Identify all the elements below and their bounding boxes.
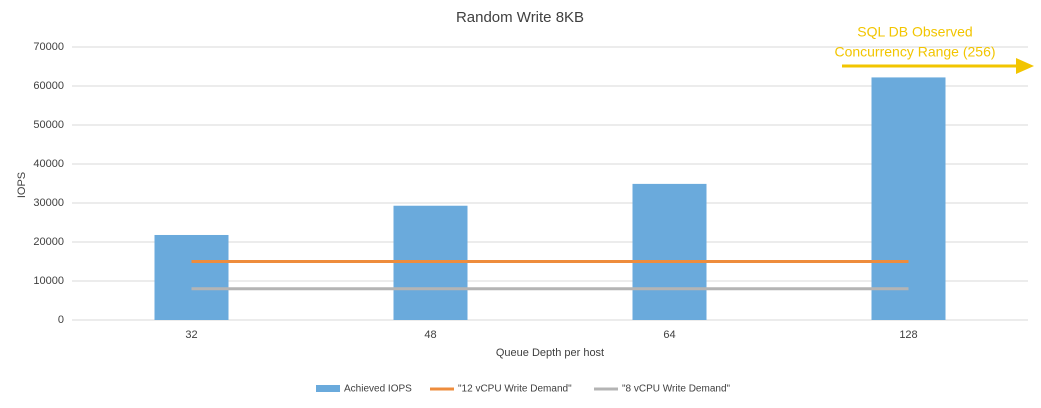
chart-title: Random Write 8KB [456, 9, 584, 26]
x-tick-label: 48 [424, 329, 436, 341]
y-tick-label: 10000 [33, 275, 64, 287]
y-tick-label: 70000 [33, 41, 64, 53]
legend-label: "12 vCPU Write Demand" [458, 384, 572, 395]
x-axis-title: Queue Depth per host [496, 347, 604, 359]
y-tick-label: 20000 [33, 236, 64, 248]
legend-swatch [316, 385, 340, 392]
y-tick-label: 50000 [33, 119, 64, 131]
annotation-text: SQL DB Observed [857, 24, 972, 40]
bar [632, 183, 707, 320]
x-tick-label: 128 [899, 329, 917, 341]
y-axis-title: IOPS [16, 172, 28, 198]
legend-label: "8 vCPU Write Demand" [622, 384, 731, 395]
y-tick-label: 40000 [33, 158, 64, 170]
x-tick-label: 32 [185, 329, 197, 341]
y-tick-label: 0 [58, 314, 64, 326]
annotation-text: Concurrency Range (256) [834, 44, 995, 60]
bar [154, 234, 229, 320]
y-tick-label: 30000 [33, 197, 64, 209]
x-tick-label: 64 [663, 329, 675, 341]
legend-label: Achieved IOPS [344, 384, 412, 395]
annotation-arrowhead [1016, 58, 1034, 74]
y-tick-label: 60000 [33, 80, 64, 92]
bar [871, 77, 946, 320]
